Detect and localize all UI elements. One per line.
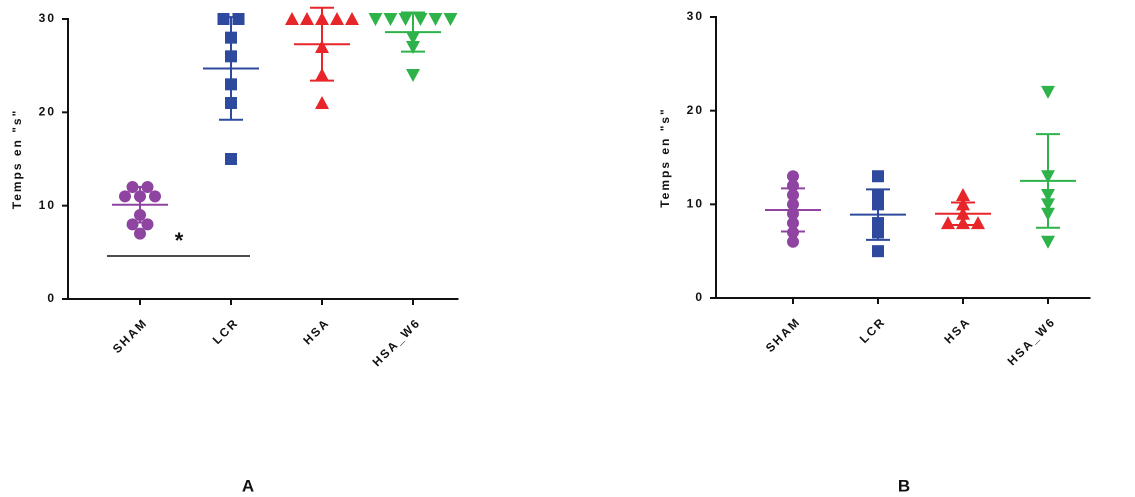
data-point (345, 12, 359, 25)
data-point (285, 12, 299, 25)
y-axis-label: Temps en "s" (10, 109, 24, 210)
y-tick-label: 0 (47, 291, 56, 305)
x-tick-label: HSA_W6 (1005, 314, 1059, 368)
x-tick-label: SHAM (763, 314, 804, 355)
y-tick-label: 10 (687, 197, 704, 211)
panel-label: A (242, 476, 254, 495)
data-point (225, 153, 237, 165)
data-point (787, 170, 799, 183)
y-tick-label: 30 (687, 9, 704, 23)
data-point (368, 13, 383, 26)
data-point (413, 13, 428, 26)
data-point (787, 235, 799, 248)
data-point (941, 216, 955, 230)
y-tick-label: 20 (687, 103, 704, 117)
y-tick-label: 0 (695, 290, 704, 304)
data-point (119, 190, 131, 203)
data-point (141, 218, 154, 231)
data-point (300, 12, 314, 25)
data-point (1041, 235, 1055, 249)
x-tick-label: LCR (210, 315, 242, 347)
y-axis-label: Temps en "s" (658, 107, 672, 208)
x-tick-label: SHAM (110, 315, 151, 356)
data-point (134, 227, 146, 240)
y-tick-label: 10 (39, 198, 56, 212)
data-point (126, 218, 139, 231)
x-tick-label: HSA (300, 315, 332, 347)
data-point (232, 13, 245, 25)
data-point (956, 187, 970, 201)
data-point (443, 13, 458, 26)
x-tick-label: LCR (857, 314, 889, 346)
data-point (383, 13, 398, 26)
data-point (406, 69, 420, 82)
x-tick-label: HSA (941, 314, 973, 346)
y-tick-label: 30 (39, 11, 56, 25)
data-point (149, 190, 161, 203)
data-point (398, 13, 413, 26)
x-tick-label: HSA_W6 (370, 315, 424, 369)
data-point (872, 245, 884, 258)
annotation: * (175, 228, 186, 253)
data-point (315, 96, 329, 109)
panel-label: B (898, 476, 910, 495)
y-tick-label: 20 (39, 105, 56, 119)
data-point (872, 170, 884, 183)
data-point (1041, 85, 1055, 99)
data-point (428, 13, 443, 26)
data-point (971, 216, 985, 230)
data-point (217, 13, 230, 25)
data-point (330, 12, 344, 25)
